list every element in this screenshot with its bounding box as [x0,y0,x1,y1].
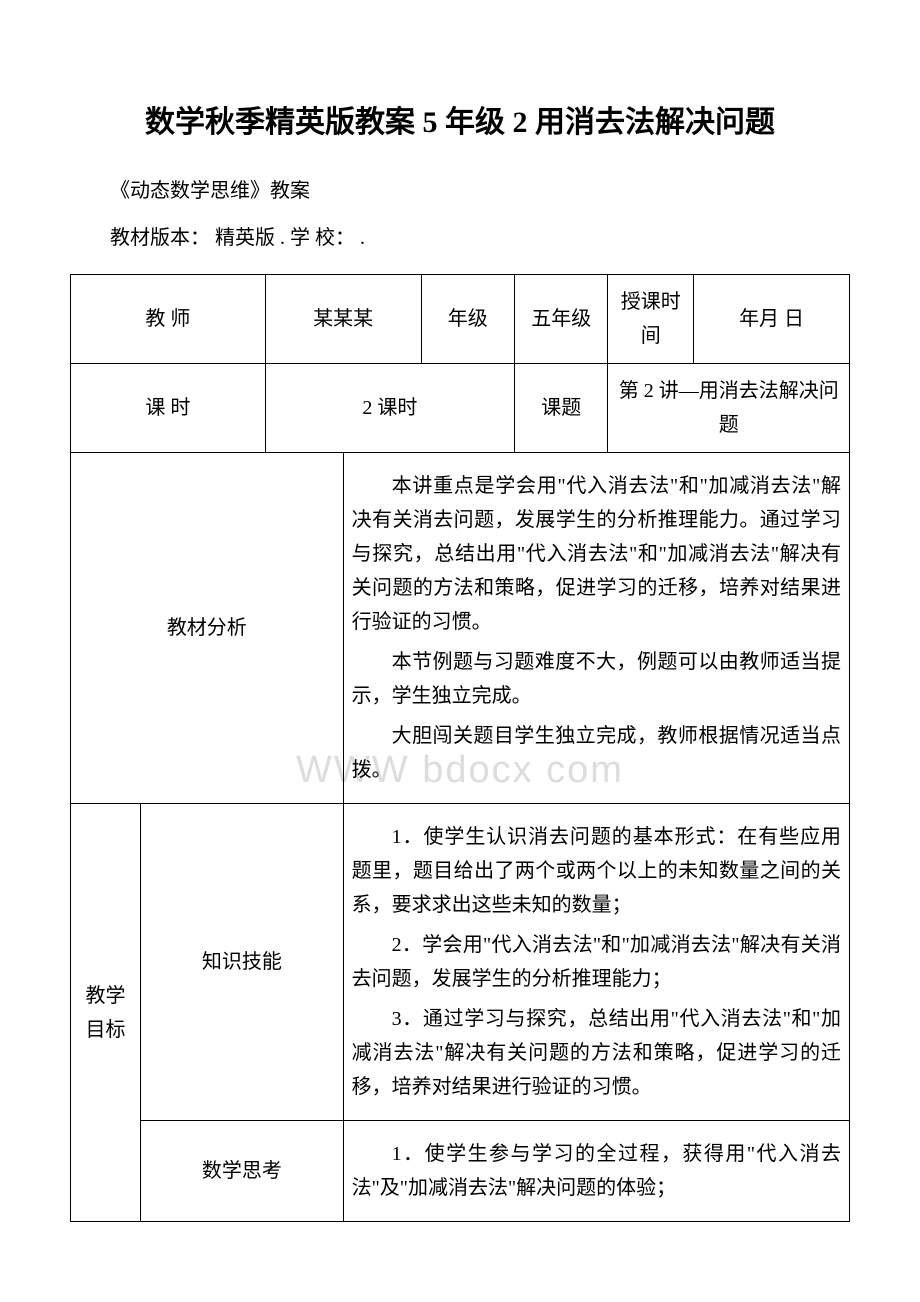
cell-period-label: 课 时 [71,364,266,453]
cell-topic-value: 第 2 讲—用消去法解决问题 [608,364,850,453]
cell-teaching-goal-label: 教学目标 [71,804,141,1222]
thinking-para-1: 1．使学生参与学习的全过程，获得用"代入消去法"及"加减消去法"解决问题的体验； [352,1137,841,1205]
cell-math-thinking-label: 数学思考 [141,1121,344,1222]
table-row: 教 师 某某某 年级 五年级 授课时间 年月 日 [71,275,850,364]
cell-time-value: 年月 日 [694,275,850,364]
cell-material-analysis-label: 教材分析 [71,453,344,804]
lesson-plan-table: 教 师 某某某 年级 五年级 授课时间 年月 日 课 时 2 课时 课题 第 2… [70,274,850,1222]
table-row: 教学目标 知识技能 1．使学生认识消去问题的基本形式：在有些应用题里，题目给出了… [71,804,850,1121]
analysis-para-2: 本节例题与习题难度不大，例题可以由教师适当提示，学生独立完成。 [352,645,841,713]
cell-grade-value: 五年级 [514,275,607,364]
cell-teacher-value: 某某某 [265,275,421,364]
document-title: 数学秋季精英版教案 5 年级 2 用消去法解决问题 [70,100,850,145]
document-subtitle: 《动态数学思维》教案 [70,175,850,207]
table-row: 课 时 2 课时 课题 第 2 讲—用消去法解决问题 [71,364,850,453]
cell-period-value: 2 课时 [265,364,514,453]
cell-topic-label: 课题 [514,364,607,453]
analysis-para-3: 大胆闯关题目学生独立完成，教师根据情况适当点拨。 [352,719,841,787]
cell-math-thinking-content: 1．使学生参与学习的全过程，获得用"代入消去法"及"加减消去法"解决问题的体验； [343,1121,849,1222]
cell-material-analysis-content: 本讲重点是学会用"代入消去法"和"加减消去法"解决有关消去问题，发展学生的分析推… [343,453,849,804]
cell-time-label: 授课时间 [608,275,694,364]
cell-teacher-label: 教 师 [71,275,266,364]
cell-knowledge-skill-label: 知识技能 [141,804,344,1121]
skill-para-2: 2．学会用"代入消去法"和"加减消去法"解决有关消去问题，发展学生的分析推理能力… [352,928,841,996]
cell-knowledge-skill-content: 1．使学生认识消去问题的基本形式：在有些应用题里，题目给出了两个或两个以上的未知… [343,804,849,1121]
table-row: 教材分析 本讲重点是学会用"代入消去法"和"加减消去法"解决有关消去问题，发展学… [71,453,850,804]
meta-line: 教材版本： 精英版 . 学 校： . [70,222,850,254]
skill-para-1: 1．使学生认识消去问题的基本形式：在有些应用题里，题目给出了两个或两个以上的未知… [352,820,841,922]
table-row: 数学思考 1．使学生参与学习的全过程，获得用"代入消去法"及"加减消去法"解决问… [71,1121,850,1222]
cell-grade-label: 年级 [421,275,514,364]
analysis-para-1: 本讲重点是学会用"代入消去法"和"加减消去法"解决有关消去问题，发展学生的分析推… [352,469,841,639]
skill-para-3: 3．通过学习与探究，总结出用"代入消去法"和"加减消去法"解决有关问题的方法和策… [352,1002,841,1104]
